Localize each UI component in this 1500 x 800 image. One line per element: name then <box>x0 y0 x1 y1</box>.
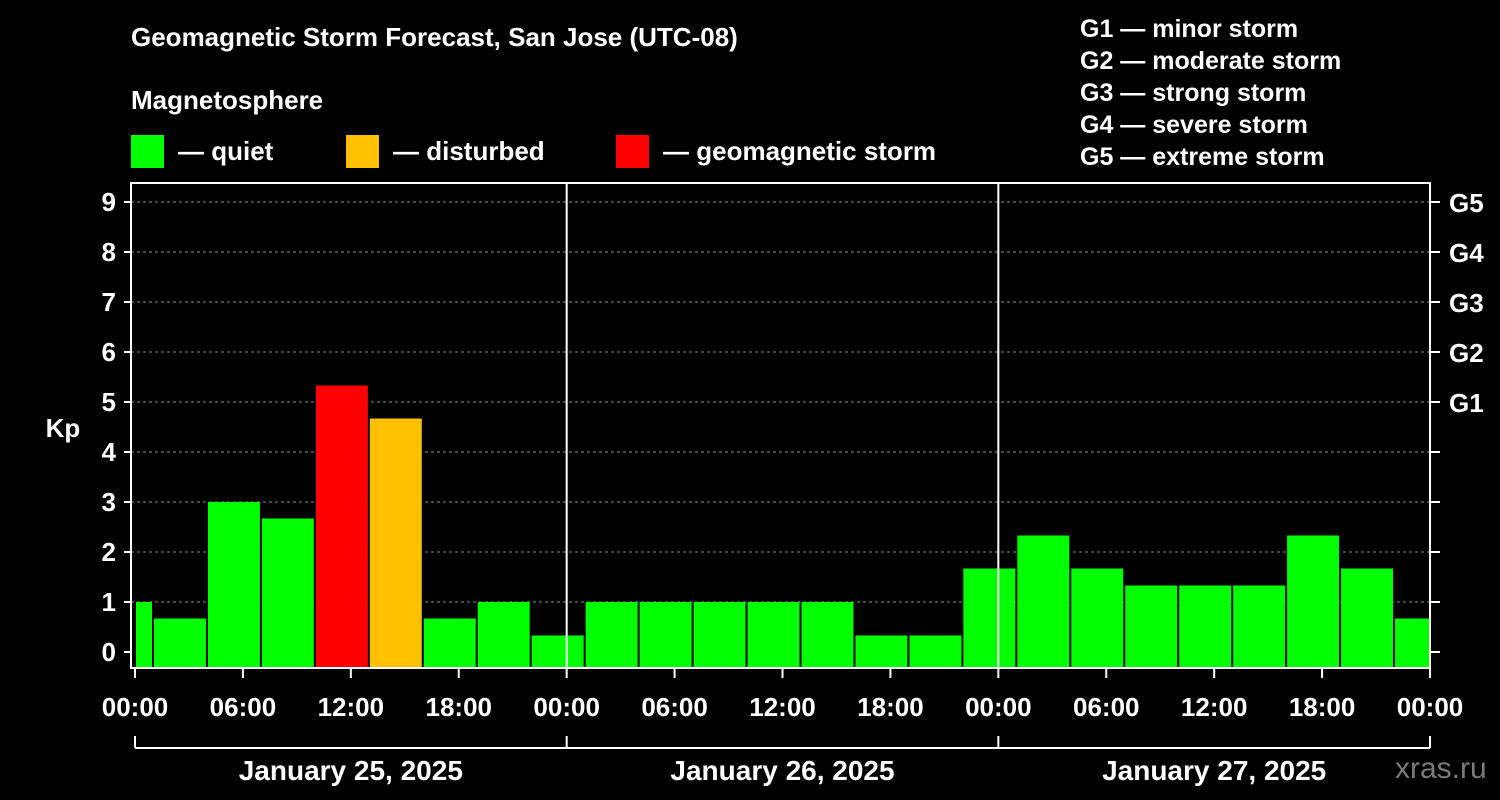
plot-frame <box>130 182 1431 669</box>
x-tick-label: 00:00 <box>965 692 1032 722</box>
kp-bar <box>207 502 260 668</box>
legend-label-disturbed: — disturbed <box>393 135 545 166</box>
right-axis: G1 G2 G3 G4 G5 <box>1430 188 1484 653</box>
kp-bar <box>423 618 476 668</box>
kp-bar <box>477 602 530 668</box>
storm-level-label: G4 <box>1449 238 1484 268</box>
kp-bar <box>1071 568 1124 668</box>
chart-subtitle: Magnetosphere <box>131 85 324 115</box>
x-tick-label: 12:00 <box>749 692 816 722</box>
storm-level-label: G3 <box>1449 288 1484 318</box>
left-axis: 0 1 2 3 4 5 6 7 8 9 <box>102 187 131 667</box>
kp-bar <box>909 635 962 668</box>
kp-bar <box>639 602 692 668</box>
storm-scale-g1: G1 — minor storm <box>1080 15 1299 43</box>
kp-bar <box>1395 618 1429 668</box>
chart-title: Geomagnetic Storm Forecast, San Jose (UT… <box>131 22 738 52</box>
y-axis-label: Kp <box>46 413 81 443</box>
kp-bar <box>369 418 422 668</box>
watermark: xras.ru <box>1395 752 1487 785</box>
storm-scale-g4: G4 — severe storm <box>1080 111 1308 139</box>
legend-swatch-disturbed <box>346 134 379 168</box>
x-tick-label: 00:00 <box>102 692 169 722</box>
y-tick-label: 9 <box>102 187 116 217</box>
kp-bar <box>693 602 746 668</box>
kp-bar <box>261 518 314 668</box>
bars-layer <box>136 385 1429 668</box>
legend-label-quiet: — quiet <box>178 135 274 166</box>
kp-bar <box>963 568 1016 668</box>
kp-bar <box>1233 585 1286 668</box>
kp-bar <box>136 602 152 668</box>
kp-bar <box>1287 535 1340 668</box>
storm-level-label: G5 <box>1449 188 1484 218</box>
kp-bar <box>315 385 368 668</box>
x-tick-label: 18:00 <box>426 692 493 722</box>
y-tick-label: 8 <box>102 237 116 267</box>
kp-bar <box>801 602 854 668</box>
x-tick-label: 00:00 <box>533 692 600 722</box>
storm-scale-g2: G2 — moderate storm <box>1080 47 1342 75</box>
x-tick-label: 12:00 <box>1181 692 1248 722</box>
legend-swatch-quiet <box>131 134 164 168</box>
storm-level-label: G1 <box>1449 388 1484 418</box>
x-tick-label: 18:00 <box>1289 692 1356 722</box>
day-label: January 25, 2025 <box>239 755 463 786</box>
x-tick-label: 06:00 <box>641 692 708 722</box>
kp-bar <box>153 618 206 668</box>
y-tick-label: 0 <box>102 637 116 667</box>
x-tick-label: 00:00 <box>1397 692 1464 722</box>
storm-scale-g3: G3 — strong storm <box>1080 79 1307 107</box>
day-separator-layer <box>565 183 1000 668</box>
y-tick-label: 6 <box>102 337 116 367</box>
y-tick-label: 5 <box>102 387 116 417</box>
y-tick-label: 2 <box>102 537 116 567</box>
kp-bar <box>585 602 638 668</box>
kp-bar <box>531 635 584 668</box>
x-tick-label: 06:00 <box>210 692 277 722</box>
kp-bar <box>1179 585 1232 668</box>
y-tick-label: 1 <box>102 587 116 617</box>
storm-scale-legend: G1 — minor storm G2 — moderate storm G3 … <box>1080 13 1341 173</box>
kp-bar <box>1125 585 1178 668</box>
day-label: January 26, 2025 <box>670 755 894 786</box>
kp-bar <box>855 635 908 668</box>
legend-label-storm: — geomagnetic storm <box>663 135 937 166</box>
storm-level-label: G2 <box>1449 338 1484 368</box>
day-label: January 27, 2025 <box>1102 755 1326 786</box>
x-tick-label: 06:00 <box>1073 692 1140 722</box>
legend-item-quiet: — quiet <box>131 134 273 168</box>
kp-bar <box>1017 535 1070 668</box>
storm-scale-g5: G5 — extreme storm <box>1080 143 1325 171</box>
x-tick-label: 12:00 <box>318 692 385 722</box>
legend-item-storm: — geomagnetic storm <box>616 134 936 168</box>
y-tick-label: 4 <box>102 437 117 467</box>
x-axis: 00:00 06:00 12:00 18:00 00:00 06:00 12:00 18:00… <box>102 668 1464 786</box>
legend-item-disturbed: — disturbed <box>346 134 545 168</box>
x-tick-label: 18:00 <box>857 692 924 722</box>
y-tick-label: 7 <box>102 287 116 317</box>
kp-bar <box>1341 568 1394 668</box>
kp-bar <box>747 602 800 668</box>
legend-swatch-storm <box>616 134 649 168</box>
y-tick-label: 3 <box>102 487 116 517</box>
